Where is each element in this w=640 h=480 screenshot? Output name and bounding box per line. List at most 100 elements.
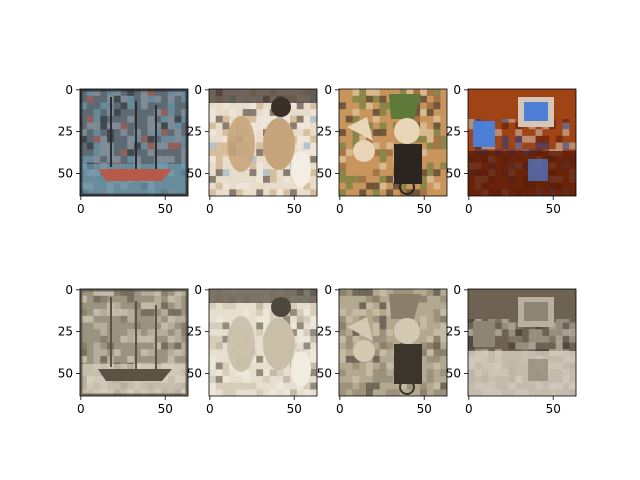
image-pixel: [393, 182, 401, 190]
image-pixel: [256, 309, 264, 317]
image-pixel: [174, 289, 182, 296]
image-pixel: [215, 355, 223, 363]
image-pixel: [127, 322, 135, 330]
image-pixel: [352, 389, 360, 396]
image-pixel: [345, 142, 353, 150]
image-pixel: [501, 142, 509, 150]
image-pixel: [147, 342, 155, 350]
image-pixel: [420, 169, 428, 177]
image-pixel: [127, 115, 135, 123]
image-pixel: [433, 382, 441, 390]
image-pixel: [433, 375, 441, 383]
image-pixel: [215, 122, 223, 130]
image-pixel: [426, 162, 434, 170]
image-pixel: [242, 102, 250, 110]
image-pixel: [161, 142, 169, 150]
image-pixel: [263, 109, 271, 117]
image-pixel: [242, 375, 250, 383]
image-pixel: [86, 129, 94, 137]
image-pixel: [209, 189, 217, 196]
image-pixel: [215, 315, 223, 323]
image-head: [271, 97, 291, 117]
image-pixel: [100, 289, 108, 296]
image-pixel: [161, 349, 169, 357]
image-pixel: [222, 155, 230, 163]
image-pixel: [339, 295, 347, 303]
image-pixel: [134, 335, 142, 343]
image-pixel: [372, 95, 380, 103]
image-pixel: [174, 135, 182, 143]
image-pixel: [222, 162, 230, 170]
image-pixel: [209, 102, 217, 110]
image-pixel: [420, 149, 428, 157]
image-pixel: [80, 315, 88, 323]
y-tick-label: 0: [194, 83, 202, 97]
image-pixel: [406, 382, 414, 390]
image-pixel: [134, 115, 142, 123]
image-doll-dress: [394, 144, 422, 184]
image-pixel: [372, 349, 380, 357]
image-pixel: [222, 135, 230, 143]
image-pixel: [372, 322, 380, 330]
image-pixel: [283, 382, 291, 390]
image-pixel: [86, 155, 94, 163]
image-pixel: [420, 129, 428, 137]
x-tick-label: 50: [287, 402, 302, 416]
image-pixel: [495, 329, 503, 337]
image-pixel: [181, 89, 188, 96]
image-pixel: [379, 315, 387, 323]
image-pixel: [127, 135, 135, 143]
image-pixel: [147, 122, 155, 130]
image-pixel: [120, 115, 128, 123]
image-pixel: [167, 295, 175, 303]
image-pixel: [528, 329, 536, 337]
image-pixel: [379, 175, 387, 183]
image-pixel: [283, 115, 291, 123]
image-pixel: [379, 95, 387, 103]
image-pixel: [366, 109, 374, 117]
image-pixel: [345, 315, 353, 323]
image-pixel: [413, 289, 421, 296]
image-pixel: [386, 122, 394, 130]
image-pixel: [140, 109, 148, 117]
image-pixel: [140, 115, 148, 123]
image-pixel: [440, 382, 447, 390]
image-pixel: [93, 102, 101, 110]
y-tick-label: 50: [446, 366, 461, 380]
image-pixel: [215, 329, 223, 337]
image-pixel: [359, 169, 367, 177]
subplot-dolls-sepia: 0 50 0 25 50: [317, 283, 448, 416]
image-pixel: [303, 149, 311, 157]
image-pixel: [134, 309, 142, 317]
image-pixel: [310, 362, 317, 370]
image-pixel: [120, 122, 128, 130]
image-pixel: [426, 309, 434, 317]
image-pixel: [154, 95, 162, 103]
y-tick-label: 50: [317, 166, 332, 180]
image-pixel: [339, 129, 347, 137]
image-pixel: [528, 342, 536, 350]
image-pixel: [433, 369, 441, 377]
image-pixel: [562, 322, 570, 330]
image-pixel: [495, 115, 503, 123]
image-pixel: [549, 335, 557, 343]
image-pixel: [468, 129, 476, 137]
image-doll-face: [353, 140, 375, 162]
image-pixel: [440, 102, 447, 110]
image-pixel: [426, 149, 434, 157]
image-pixel: [366, 162, 374, 170]
image-pixel: [222, 382, 230, 390]
image-pixel: [386, 169, 394, 177]
image-pixel: [296, 189, 304, 196]
image-pixel: [345, 362, 353, 370]
subplot-ship-sepia: 0 50 0 25 50: [58, 283, 189, 416]
image-pixel: [154, 142, 162, 150]
image-pixel: [222, 149, 230, 157]
image-pixel: [501, 335, 509, 343]
image-pixel: [352, 115, 360, 123]
image-pixel: [290, 302, 298, 310]
image-screen: [524, 102, 548, 121]
image-pixel: [276, 389, 284, 396]
image-pixel: [256, 135, 264, 143]
image-pixel: [372, 362, 380, 370]
